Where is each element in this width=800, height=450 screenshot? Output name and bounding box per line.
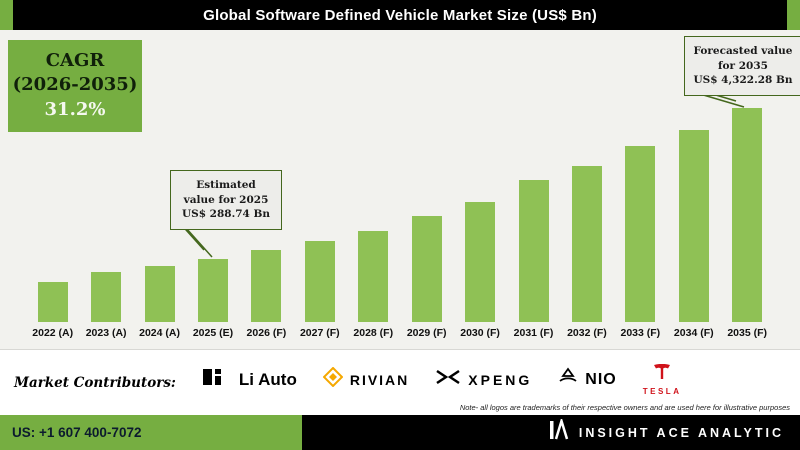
x-axis-label: 2035 (F) (727, 327, 768, 339)
cagr-period: (2026-2035) (12, 74, 138, 96)
chart-bar (411, 216, 442, 322)
brand-nio: NIO (558, 367, 616, 392)
chart-column: 2023 (A) (79, 30, 132, 341)
page-title: Global Software Defined Vehicle Market S… (203, 6, 597, 24)
chart-bar (732, 108, 763, 322)
chart-bar (197, 259, 228, 322)
chart-column: 2025 (E) (186, 30, 239, 341)
tesla-logo-icon (653, 363, 671, 385)
x-axis-label: 2023 (A) (85, 327, 127, 339)
logos-disclaimer-note: Note- all logos are trademarks of their … (459, 403, 790, 412)
chart-column: 2028 (F) (347, 30, 400, 341)
nio-logo-icon (558, 367, 578, 392)
chart-bar (37, 282, 68, 322)
cagr-label: CAGR (45, 50, 105, 71)
chart-bar (304, 241, 335, 322)
forecasted-value-callout: Forecasted value for 2035 US$ 4,322.28 B… (684, 36, 800, 97)
x-axis-label: 2032 (F) (567, 327, 607, 339)
brand-label: NIO (585, 370, 617, 388)
x-axis-label: 2026 (F) (246, 327, 287, 339)
brand-xpeng: XPENG (435, 368, 532, 391)
forecasted-callout-line-2: for 2035 (718, 59, 768, 72)
company-box: INSIGHT ACE ANALYTIC (302, 415, 800, 450)
brand-label: XPENG (468, 371, 533, 388)
x-axis-label: 2034 (F) (673, 327, 714, 339)
chart-column: 2022 (A) (26, 30, 79, 341)
x-axis-label: 2024 (A) (139, 327, 180, 339)
x-axis-label: 2028 (F) (353, 327, 394, 339)
chart-bar (251, 250, 282, 322)
cagr-value: 31.2% (44, 98, 106, 120)
chart-bar (518, 180, 549, 322)
brand-label: RIVIAN (349, 371, 410, 388)
brand-label: TESLA (642, 386, 682, 396)
chart-bar (358, 231, 389, 322)
x-axis-label: 2027 (F) (299, 327, 340, 339)
chart-column: 2033 (F) (614, 30, 667, 341)
footer-bar: US: +1 607 400-7072 INSIGHT ACE ANALYTIC (0, 415, 800, 450)
cagr-badge: CAGR (2026-2035) 31.2% (8, 40, 142, 132)
chart-bar (678, 130, 709, 322)
chart-column: 2030 (F) (453, 30, 506, 341)
forecasted-callout-value: US$ 4,322.28 Bn (693, 74, 793, 87)
x-axis-label: 2030 (F) (460, 327, 500, 339)
x-axis-label: 2031 (F) (513, 327, 554, 339)
forecasted-callout-line-1: Forecasted value (693, 45, 793, 57)
estimated-callout-line-1: Estimated (196, 179, 256, 191)
brand-li-auto: Li Auto (202, 367, 297, 392)
brand-rivian: RIVIAN (322, 366, 410, 392)
x-axis-label: 2025 (E) (192, 327, 234, 339)
chart-column: 2024 (A) (133, 30, 186, 341)
chart-bar (91, 272, 122, 322)
title-accent-left (0, 0, 13, 30)
rivian-logo-icon (322, 366, 344, 392)
chart-bar (465, 202, 496, 322)
title-accent-right (787, 0, 800, 30)
brand-tesla: TESLA (642, 363, 682, 396)
chart-column: 2035 (F) (720, 30, 773, 341)
chart-bar (571, 166, 602, 322)
x-axis-label: 2033 (F) (620, 327, 661, 339)
chart-column: 2026 (F) (240, 30, 293, 341)
chart-bar (144, 266, 175, 322)
chart-column: 2029 (F) (400, 30, 453, 341)
chart-column: 2034 (F) (667, 30, 720, 341)
chart-bar (625, 146, 656, 322)
market-contributors-strip: Market Contributors: Li Auto RIVIAN XPEN… (0, 349, 800, 415)
brand-label: Li Auto (238, 369, 297, 389)
estimated-callout-line-2: value for 2025 (183, 193, 269, 206)
title-bar: Global Software Defined Vehicle Market S… (0, 0, 800, 30)
plot-area: 2022 (A) 2023 (A) 2024 (A) 2025 (E) 2026 (F)… (26, 30, 774, 341)
chart-column: 2027 (F) (293, 30, 346, 341)
x-axis-label: 2022 (A) (32, 327, 74, 339)
estimated-callout-value: US$ 288.74 Bn (181, 208, 271, 221)
phone-box: US: +1 607 400-7072 (0, 415, 302, 450)
li-auto-logo-icon (202, 367, 232, 392)
xpeng-logo-icon (435, 368, 461, 391)
company-name: INSIGHT ACE ANALYTIC (578, 425, 784, 440)
bar-chart: 2022 (A) 2023 (A) 2024 (A) 2025 (E) 2026 (F)… (0, 30, 800, 349)
market-contributors-label: Market Contributors: (14, 374, 176, 391)
phone-number: US: +1 607 400-7072 (12, 425, 142, 440)
chart-column: 2031 (F) (507, 30, 560, 341)
chart-column: 2032 (F) (560, 30, 613, 341)
estimated-value-callout: Estimated value for 2025 US$ 288.74 Bn (170, 170, 282, 231)
insight-ace-logo-icon (549, 416, 569, 446)
x-axis-label: 2029 (F) (406, 327, 447, 339)
